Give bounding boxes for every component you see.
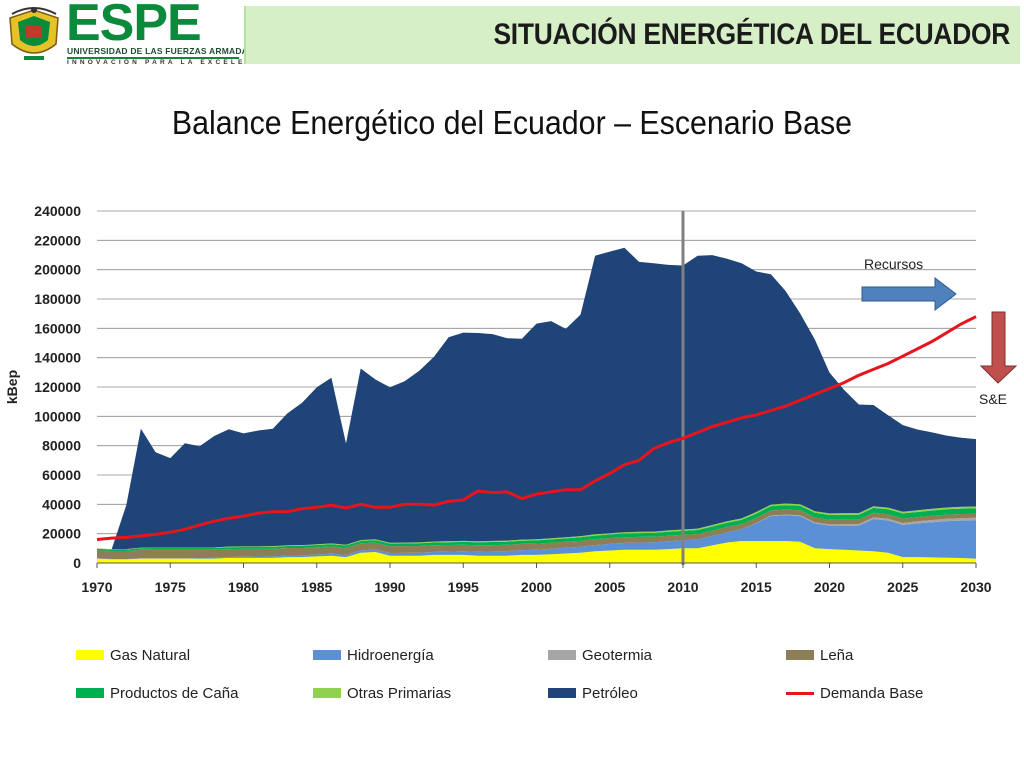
line-demanda [96, 315, 977, 541]
logo-university-name: UNIVERSIDAD DE LAS FUERZAS ARMADAS [67, 46, 254, 56]
legend-item-demanda: Demanda Base [786, 683, 923, 703]
legend-swatch [76, 650, 104, 660]
x-tick-label: 1990 [374, 579, 405, 595]
area-gas [97, 541, 976, 563]
y-tick-label: 20000 [42, 526, 81, 542]
x-tick-label: 1970 [81, 579, 112, 595]
legend-swatch [548, 650, 576, 660]
espe-shield-icon [9, 7, 59, 60]
y-tick-label: 180000 [34, 291, 81, 307]
energy-balance-chart: 0 20000 40000 60000 80000 100000 120000 140000 1… [4, 203, 1018, 595]
legend-item-gas: Gas Natural [76, 645, 190, 665]
y-tick-label: 100000 [34, 408, 81, 424]
legend-swatch [786, 650, 814, 660]
legend-item-cana: Productos de Caña [76, 683, 238, 703]
legend-item-geo: Geotermia [548, 645, 652, 665]
recursos-arrow-icon [861, 276, 957, 312]
x-tick-label: 2015 [741, 579, 772, 595]
x-tick-label: 2010 [667, 579, 698, 595]
x-tick-label: 2025 [887, 579, 918, 595]
x-tick-label: 1980 [228, 579, 259, 595]
legend-label: Productos de Caña [110, 684, 239, 702]
legend-swatch [548, 688, 576, 698]
x-tick-label: 1995 [448, 579, 479, 595]
recursos-label: Recursos [864, 256, 923, 272]
legend-swatch [313, 688, 341, 698]
legend-label: Geotermia [582, 646, 653, 664]
y-tick-label: 0 [73, 555, 81, 571]
x-tick-label: 2005 [594, 579, 625, 595]
y-tick-label: 60000 [42, 467, 81, 483]
area-lena [97, 509, 976, 559]
espe-logo: ESPE [66, 0, 202, 52]
legend-label: Gas Natural [110, 646, 191, 664]
legend-label: Otras Primarias [347, 684, 452, 702]
area-cana [97, 505, 976, 551]
se-arrow-icon [979, 311, 1018, 384]
area-geo [97, 514, 976, 559]
se-label: S&E [979, 391, 1007, 407]
legend-item-hidro: Hidroenergía [313, 645, 434, 665]
y-tick-label: 220000 [34, 232, 81, 248]
x-tick-label: 1985 [301, 579, 332, 595]
y-axis-label: kBep [4, 370, 20, 404]
x-tick-label: 2000 [521, 579, 552, 595]
chart-title: Balance Energético del Ecuador – Escenar… [171, 104, 853, 141]
legend-label: Demanda Base [820, 684, 924, 702]
header: ESPE UNIVERSIDAD DE LAS FUERZAS ARMADAS … [0, 0, 1024, 72]
legend-label: Petróleo [582, 684, 638, 702]
y-tick-label: 120000 [34, 379, 81, 395]
x-tick-label: 2030 [960, 579, 991, 595]
logo-tagline: INNOVACIÓN PARA LA EXCELENCIA [67, 59, 275, 66]
y-tick-label: 140000 [34, 350, 81, 366]
title-band: SITUACIÓN ENERGÉTICA DEL ECUADOR [244, 6, 1020, 64]
chart-legend: Gas Natural Hidroenergía Geotermia Leña Prod… [0, 640, 1024, 710]
y-tick-label: 200000 [34, 262, 81, 278]
legend-label: Hidroenergía [347, 646, 434, 664]
legend-item-petroleo: Petróleo [548, 683, 638, 703]
logo-divider [67, 57, 239, 59]
area-otras [97, 503, 976, 550]
y-tick-label: 80000 [42, 438, 81, 454]
legend-item-lena: Leña [786, 645, 853, 665]
y-tick-label: 40000 [42, 496, 81, 512]
legend-swatch [313, 650, 341, 660]
legend-item-otras: Otras Primarias [313, 683, 451, 703]
area-petroleo [97, 247, 976, 550]
x-tick-label: 2020 [814, 579, 845, 595]
y-tick-label: 160000 [34, 320, 81, 336]
x-tick-label: 1975 [155, 579, 186, 595]
legend-swatch [76, 688, 104, 698]
area-hidro [97, 515, 976, 560]
legend-label: Leña [820, 646, 854, 664]
legend-swatch [786, 691, 814, 695]
page-title: SITUACIÓN ENERGÉTICA DEL ECUADOR [493, 18, 1010, 51]
y-tick-label: 240000 [34, 203, 81, 219]
